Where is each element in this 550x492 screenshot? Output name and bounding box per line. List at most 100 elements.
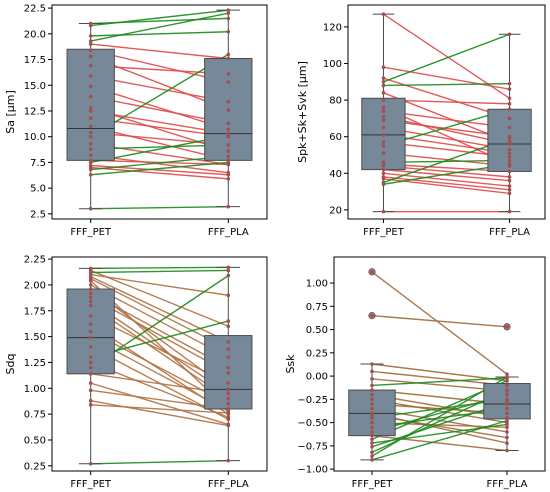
y-tick-label: 1.50 <box>24 332 46 343</box>
pair-line <box>383 82 510 87</box>
pair-point <box>226 365 231 370</box>
y-axis-label: Spk+Sk+Svk [µm] <box>296 61 309 163</box>
pair-point <box>88 147 93 151</box>
pair-line <box>90 404 229 414</box>
pair-point <box>505 418 509 423</box>
y-tick-label: 10.0 <box>24 132 46 143</box>
pair-point <box>226 458 231 463</box>
pair-point <box>505 422 509 427</box>
pair-point <box>226 99 231 104</box>
pair-points <box>370 270 509 462</box>
x-tick-label: FFF_PET <box>70 227 112 238</box>
pair-point <box>507 158 512 163</box>
pair-point <box>226 391 231 396</box>
pair-line <box>383 168 510 182</box>
chart-sa: 2.5 5.0 7.5 10.0 12.5 15.0 17.5 20.0 22.5 FFF_PET… <box>4 4 268 238</box>
box-fff-pet <box>66 23 115 210</box>
box-iqr <box>66 48 115 161</box>
pair-point <box>381 76 386 80</box>
pair-point <box>370 450 374 455</box>
pair-point <box>88 372 93 376</box>
pair-point <box>226 411 231 415</box>
pair-point <box>505 430 509 434</box>
pair-line <box>371 271 508 375</box>
pair-point <box>381 151 386 155</box>
pair-line <box>90 161 229 176</box>
pair-point <box>370 362 374 366</box>
pair-point <box>507 125 512 130</box>
pair-point <box>88 48 93 53</box>
pair-point <box>226 121 231 126</box>
pair-point <box>381 83 386 88</box>
pair-point <box>88 106 93 110</box>
pair-point <box>505 406 509 411</box>
pair-point <box>381 140 386 144</box>
pair-point <box>507 162 512 166</box>
pair-line <box>90 31 229 37</box>
x-tick-label: FFF_PLA <box>489 227 530 238</box>
pair-point <box>226 133 231 138</box>
pair-point <box>226 370 231 375</box>
pair-point <box>226 8 231 12</box>
y-tick-label: 2.00 <box>24 280 46 291</box>
pair-line <box>383 176 510 191</box>
pair-point <box>226 293 231 298</box>
y-tick-label: 22.5 <box>24 4 46 15</box>
pair-point <box>370 313 374 318</box>
pair-point <box>226 265 231 270</box>
y-tick-label: 0.50 <box>24 435 46 446</box>
pair-point <box>226 396 231 401</box>
pair-point <box>507 178 512 183</box>
pair-point <box>88 360 93 365</box>
pair-point <box>88 461 93 466</box>
pair-line <box>90 9 229 27</box>
pair-line <box>90 273 229 296</box>
pair-point <box>88 345 93 349</box>
pair-point <box>226 52 231 57</box>
y-tick-label: −0.75 <box>297 441 328 452</box>
pair-point <box>88 142 93 146</box>
pair-point <box>505 388 509 392</box>
x-tick-label: FFF_PET <box>70 479 112 490</box>
pair-point <box>226 108 231 112</box>
pair-point <box>226 402 231 406</box>
pair-point <box>226 72 231 76</box>
pair-point <box>88 335 93 340</box>
pair-point <box>88 295 93 300</box>
y-tick-label: 1.25 <box>24 358 46 369</box>
pair-point <box>88 109 93 113</box>
pair-point <box>88 167 93 172</box>
pair-point <box>507 155 512 159</box>
pair-point <box>88 124 93 129</box>
pair-line <box>90 400 229 427</box>
pair-point <box>88 130 93 135</box>
pair-point <box>507 87 512 91</box>
pair-line <box>90 205 229 210</box>
y-tick-label: 17.5 <box>24 55 46 66</box>
pair-point <box>226 154 231 159</box>
y-tick-label: −0.50 <box>297 418 328 429</box>
pair-point <box>88 388 93 393</box>
pair-point <box>226 11 231 16</box>
pair-line <box>383 66 510 90</box>
pair-point <box>88 206 93 211</box>
pair-point <box>370 388 374 392</box>
pair-point <box>505 375 509 379</box>
pair-point <box>88 74 93 78</box>
y-tick-label: 2.25 <box>24 255 46 266</box>
y-axis-label: Sdq <box>4 354 17 375</box>
pair-point <box>507 175 512 179</box>
pair-point <box>88 314 93 318</box>
pair-point <box>507 169 512 174</box>
pair-line <box>371 420 508 461</box>
pair-point <box>226 204 231 209</box>
pair-line <box>90 43 229 60</box>
pair-point <box>381 109 386 113</box>
pair-point <box>381 125 386 130</box>
pair-point <box>507 142 512 146</box>
y-tick-label: 40 <box>329 169 342 180</box>
pair-point <box>88 329 93 334</box>
y-tick-label: −0.25 <box>297 395 328 406</box>
y-tick-label: 7.5 <box>30 158 46 169</box>
pair-point <box>505 400 509 404</box>
